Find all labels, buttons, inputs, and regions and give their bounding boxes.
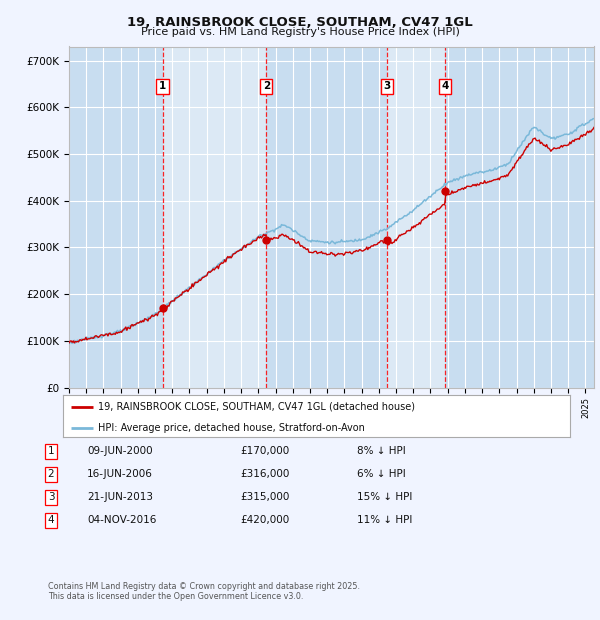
- Bar: [266, 46, 387, 388]
- Text: 1: 1: [47, 446, 55, 456]
- Text: 3: 3: [383, 81, 391, 91]
- Text: £316,000: £316,000: [240, 469, 289, 479]
- Text: Contains HM Land Registry data © Crown copyright and database right 2025.
This d: Contains HM Land Registry data © Crown c…: [48, 582, 360, 601]
- Text: 4: 4: [47, 515, 55, 525]
- Bar: [445, 46, 594, 388]
- Text: 15% ↓ HPI: 15% ↓ HPI: [357, 492, 412, 502]
- Text: 1: 1: [159, 81, 166, 91]
- Text: 09-JUN-2000: 09-JUN-2000: [87, 446, 152, 456]
- Text: 11% ↓ HPI: 11% ↓ HPI: [357, 515, 412, 525]
- Text: 19, RAINSBROOK CLOSE, SOUTHAM, CV47 1GL (detached house): 19, RAINSBROOK CLOSE, SOUTHAM, CV47 1GL …: [98, 402, 415, 412]
- Text: 2: 2: [263, 81, 270, 91]
- Text: Price paid vs. HM Land Registry's House Price Index (HPI): Price paid vs. HM Land Registry's House …: [140, 27, 460, 37]
- Text: HPI: Average price, detached house, Stratford-on-Avon: HPI: Average price, detached house, Stra…: [98, 423, 365, 433]
- Text: 19, RAINSBROOK CLOSE, SOUTHAM, CV47 1GL: 19, RAINSBROOK CLOSE, SOUTHAM, CV47 1GL: [127, 16, 473, 29]
- Text: 6% ↓ HPI: 6% ↓ HPI: [357, 469, 406, 479]
- Text: 21-JUN-2013: 21-JUN-2013: [87, 492, 153, 502]
- Text: £170,000: £170,000: [240, 446, 289, 456]
- Text: 4: 4: [441, 81, 449, 91]
- Text: 16-JUN-2006: 16-JUN-2006: [87, 469, 153, 479]
- Text: 04-NOV-2016: 04-NOV-2016: [87, 515, 157, 525]
- Bar: [69, 46, 163, 388]
- Text: 8% ↓ HPI: 8% ↓ HPI: [357, 446, 406, 456]
- Text: 2: 2: [47, 469, 55, 479]
- Text: £420,000: £420,000: [240, 515, 289, 525]
- Text: 3: 3: [47, 492, 55, 502]
- Text: £315,000: £315,000: [240, 492, 289, 502]
